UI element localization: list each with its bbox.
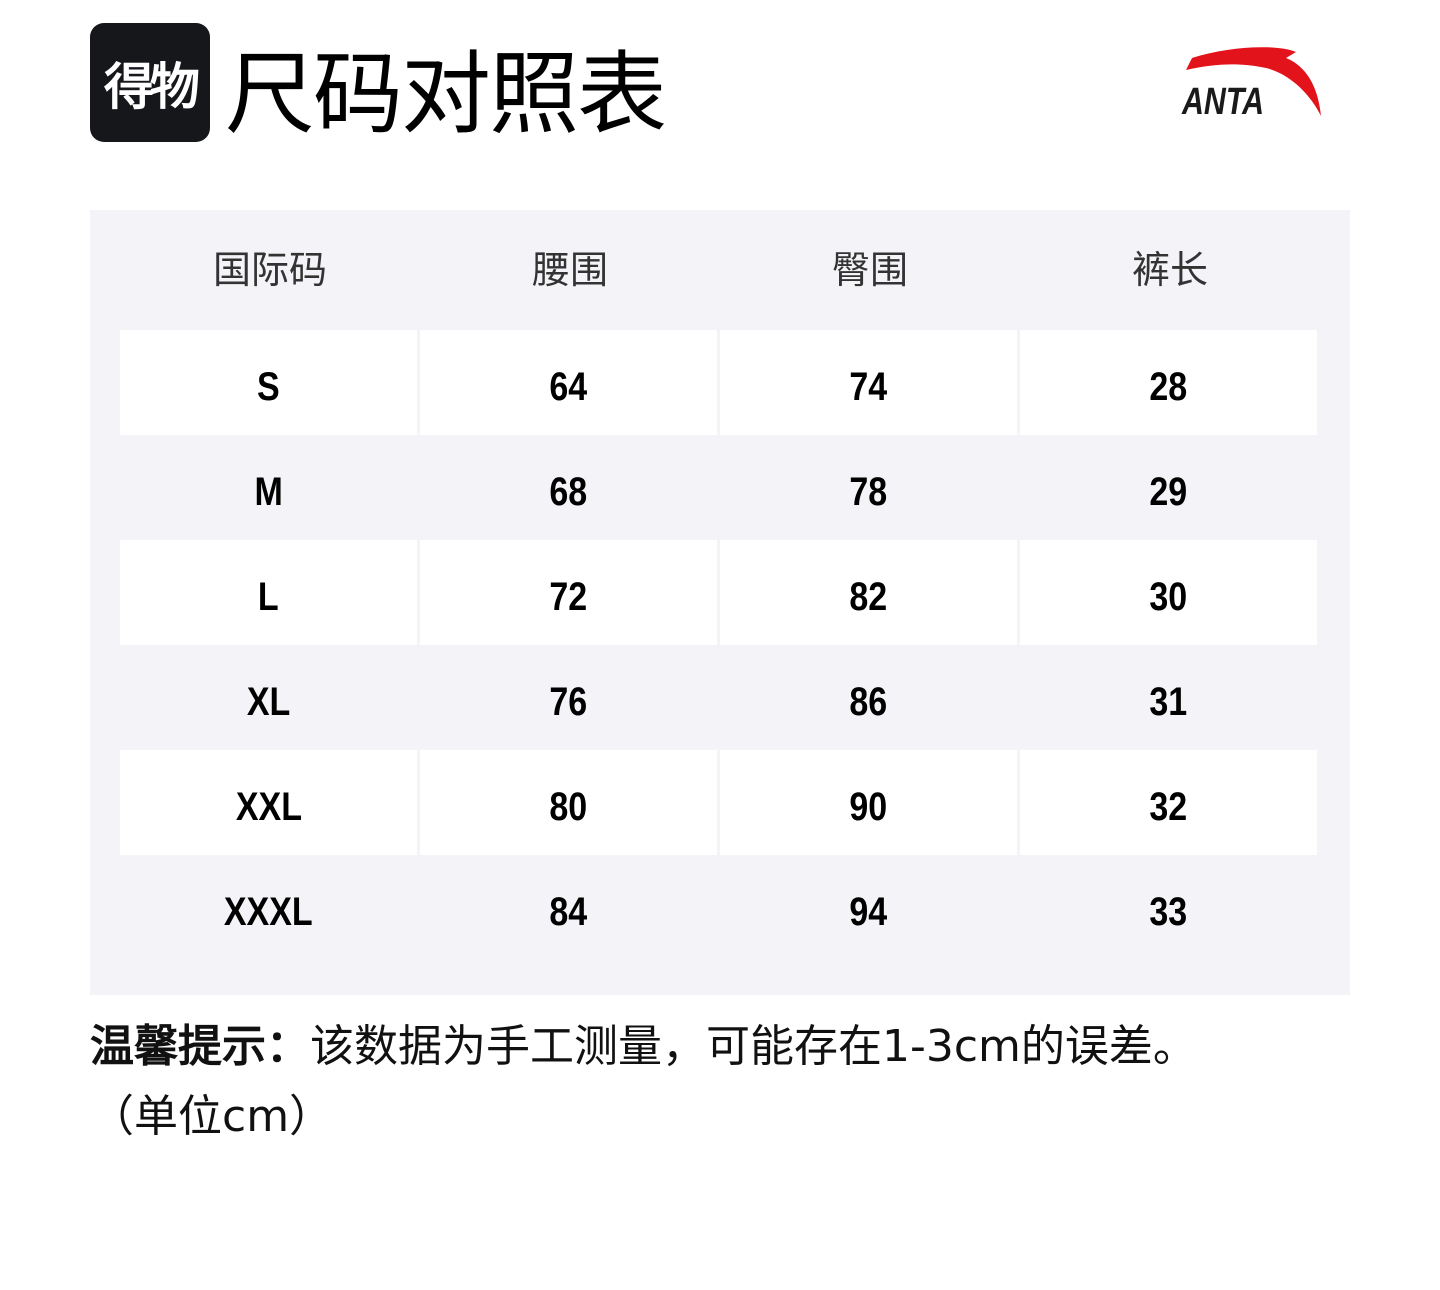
table-cell: L [120, 540, 417, 645]
table-cell: 84 [420, 855, 717, 960]
cell-value: M [254, 470, 283, 514]
column-header: 腰围 [531, 248, 608, 292]
cell-value: 28 [1149, 365, 1188, 409]
cell-value: XL [246, 680, 291, 724]
table-cell: 72 [420, 540, 717, 645]
table-cell: 90 [720, 750, 1017, 855]
cell-value: 68 [549, 470, 588, 514]
note: 温馨提示：该数据为手工测量，可能存在1-3cm的误差。 （单位cm） [90, 1012, 1390, 1152]
cell-value: L [258, 575, 279, 619]
cell-value: 84 [549, 890, 588, 934]
cell-value: 31 [1149, 680, 1188, 724]
table-cell: M [120, 435, 417, 540]
table-cell: 32 [1020, 750, 1317, 855]
cell-value: XXXL [224, 890, 313, 934]
cell-value: 30 [1149, 575, 1188, 619]
note-label: 温馨提示： [90, 1021, 310, 1072]
table-row: XL 76 86 31 [120, 645, 1320, 750]
table-cell: 29 [1020, 435, 1317, 540]
page-title: 尺码对照表 [225, 42, 667, 147]
anta-logo-text: ANTA [1181, 81, 1264, 123]
table-row: XXXL 84 94 33 [120, 855, 1320, 960]
table-cell: 80 [420, 750, 717, 855]
table-cell: S [120, 330, 417, 435]
table-cell: 68 [420, 435, 717, 540]
column-header: 裤长 [1131, 248, 1208, 292]
table-cell: 28 [1020, 330, 1317, 435]
cell-value: 32 [1149, 785, 1188, 829]
cell-value: 94 [849, 890, 888, 934]
table-row: M 68 78 29 [120, 435, 1320, 540]
cell-value: 64 [549, 365, 588, 409]
column-header: 臀围 [831, 248, 908, 292]
table-cell: 64 [420, 330, 717, 435]
table-row: XXL 80 90 32 [120, 750, 1320, 855]
table-cell: 78 [720, 435, 1017, 540]
cell-value: 29 [1149, 470, 1188, 514]
cell-value: 74 [849, 365, 888, 409]
table-cell: XXXL [120, 855, 417, 960]
table-cell: 76 [420, 645, 717, 750]
anta-logo: ANTA [1181, 47, 1321, 123]
cell-value: 90 [849, 785, 888, 829]
cell-value: 86 [849, 680, 888, 724]
table-cell: 31 [1020, 645, 1317, 750]
table-cell: 74 [720, 330, 1017, 435]
cell-value: 82 [849, 575, 888, 619]
note-text: 该数据为手工测量，可能存在1-3cm的误差。 [310, 1021, 1197, 1072]
table-cell: XL [120, 645, 417, 750]
dewu-logo-badge: 得物 [90, 23, 210, 142]
table-row: L 72 82 30 [120, 540, 1320, 645]
cell-value: 72 [549, 575, 588, 619]
table-header: 国际码 腰围 臀围 裤长 [120, 230, 1320, 310]
table-cell: 86 [720, 645, 1017, 750]
unit-text: （单位cm） [90, 1091, 334, 1142]
table-cell: XXL [120, 750, 417, 855]
cell-value: 33 [1149, 890, 1188, 934]
column-header: 国际码 [212, 248, 327, 292]
badge-text: 得物 [104, 57, 200, 116]
size-table: 国际码 腰围 臀围 裤长 S 64 74 28 M 68 78 29 L 72 82 30 XL 76 86… [90, 210, 1350, 995]
cell-value: XXL [235, 785, 302, 829]
table-cell: 30 [1020, 540, 1317, 645]
table-cell: 94 [720, 855, 1017, 960]
cell-value: S [257, 365, 280, 409]
table-row: S 64 74 28 [120, 330, 1320, 435]
table-cell: 82 [720, 540, 1017, 645]
table-cell: 33 [1020, 855, 1317, 960]
cell-value: 78 [849, 470, 888, 514]
cell-value: 80 [549, 785, 588, 829]
cell-value: 76 [549, 680, 588, 724]
